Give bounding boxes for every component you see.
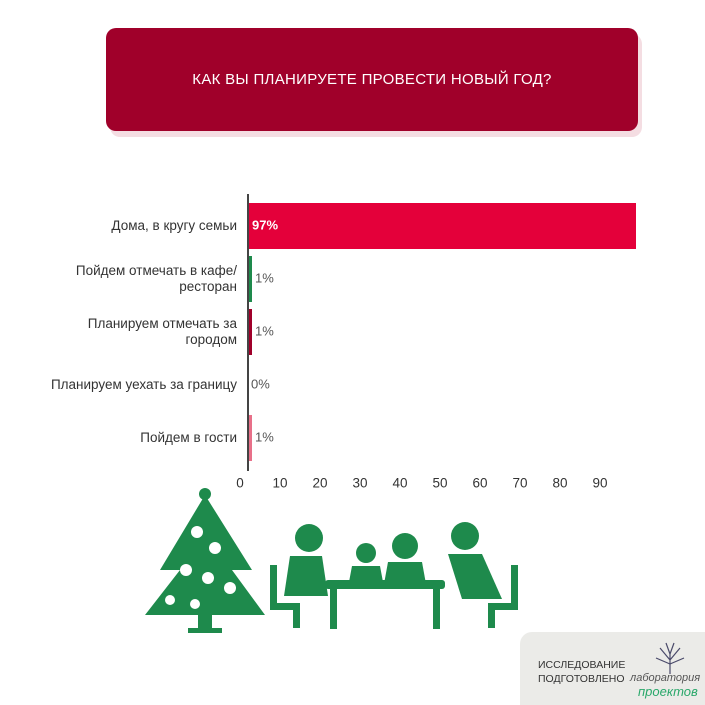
logo-text: проектов [638,684,698,699]
x-tick-label: 30 [352,476,367,491]
footer: ИССЛЕДОВАНИЕ ПОДГОТОВЛЕНО лаборатория пр… [520,632,705,705]
x-tick-label: 60 [472,476,487,491]
chart-title: КАК ВЫ ПЛАНИРУЕТЕ ПРОВЕСТИ НОВЫЙ ГОД? [192,71,552,88]
value-label: 97% [252,217,278,232]
footer-text: ПОДГОТОВЛЕНО [538,673,625,685]
x-tick-label: 70 [512,476,527,491]
category-label: Пойдем отмечать в кафе/ресторан [75,263,237,294]
bar [248,309,252,355]
x-tick-label: 90 [592,476,607,491]
x-tick-label: 50 [432,476,447,491]
x-tick-label: 20 [312,476,327,491]
value-label: 1% [255,270,274,285]
footer-text: ИССЛЕДОВАНИЕ [538,659,626,671]
family-icon [270,522,518,629]
value-label: 0% [251,376,270,391]
bar [248,415,252,461]
x-tick-label: 0 [236,476,244,491]
bar [248,203,636,249]
value-label: 1% [255,323,274,338]
x-tick-label: 10 [272,476,287,491]
bar [248,256,252,302]
category-label: Планируем уехать за границу [50,377,237,392]
category-label: Пойдем в гости [140,430,237,445]
category-label: Дома, в кругу семьи [111,218,237,233]
x-tick-label: 40 [392,476,407,491]
value-label: 1% [255,429,274,444]
x-tick-label: 80 [552,476,567,491]
logo-icon [655,642,685,674]
title-banner: КАК ВЫ ПЛАНИРУЕТЕ ПРОВЕСТИ НОВЫЙ ГОД? [106,28,638,131]
category-label: Планируем отмечать за городом [87,316,237,347]
logo-text: лаборатория [630,672,701,684]
tree-icon [145,488,265,633]
